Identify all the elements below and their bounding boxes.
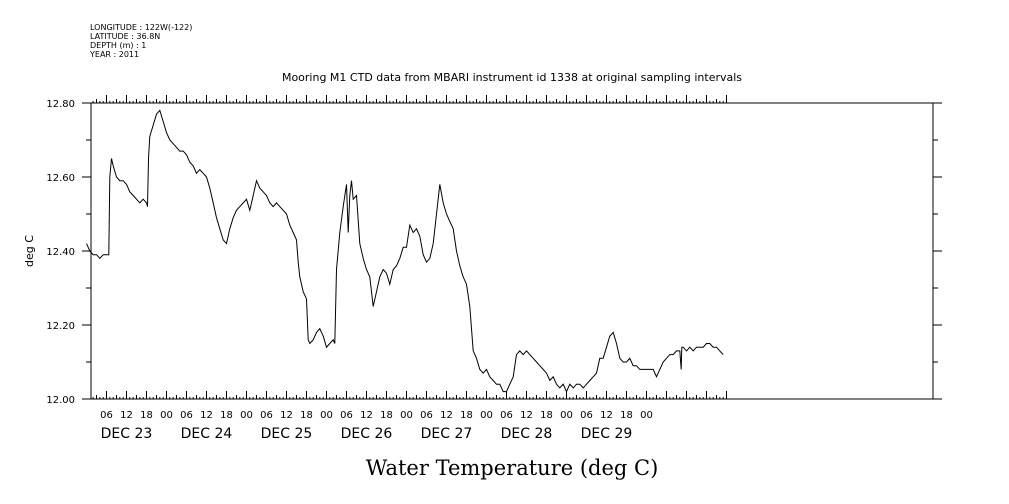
x-tick-label: 18 (300, 410, 313, 421)
x-day-label: DEC 26 (341, 426, 393, 442)
y-tick-label: 12.80 (46, 99, 75, 110)
x-day-label: DEC 29 (581, 426, 633, 442)
x-tick-label: 00 (160, 410, 173, 421)
x-tick-label: 18 (140, 410, 153, 421)
x-tick-label: 18 (460, 410, 473, 421)
x-axis: 06 12 18 00 06 12 18 00 06 12 18 00 06 12 18 00 06 12 18 00… (92, 95, 727, 442)
x-day-label: DEC 25 (261, 426, 313, 442)
x-axis-label: Water Temperature (deg C) (366, 456, 659, 480)
x-tick-label: 12 (440, 410, 453, 421)
x-tick-label: 00 (320, 410, 333, 421)
x-tick-label: 06 (260, 410, 273, 421)
x-tick-label: 06 (580, 410, 593, 421)
x-day-label: DEC 27 (421, 426, 473, 442)
y-tick-label: 12.40 (46, 247, 75, 258)
x-tick-label: 12 (360, 410, 373, 421)
x-tick-label: 00 (240, 410, 253, 421)
x-tick-label: 00 (400, 410, 413, 421)
x-tick-label: 12 (600, 410, 613, 421)
x-tick-label: 06 (420, 410, 433, 421)
plot-frame (90, 102, 934, 400)
x-tick-label: 06 (100, 410, 113, 421)
meta-latitude: LATITUDE : 36.8N (90, 32, 160, 41)
x-tick-label: 12 (280, 410, 293, 421)
y-tick-label: 12.00 (46, 395, 75, 406)
x-tick-label: 18 (380, 410, 393, 421)
x-tick-label: 12 (520, 410, 533, 421)
x-tick-label: 06 (500, 410, 513, 421)
x-tick-label: 00 (560, 410, 573, 421)
y-tick-label: 12.60 (46, 173, 75, 184)
x-tick-label: 00 (480, 410, 493, 421)
x-day-label: DEC 23 (101, 426, 153, 442)
meta-year: YEAR : 2011 (89, 50, 139, 59)
metadata-block: LONGITUDE : 122W(-122) LATITUDE : 36.8N … (89, 23, 192, 59)
meta-depth: DEPTH (m) : 1 (90, 41, 146, 50)
y-tick-label: 12.20 (46, 321, 75, 332)
x-day-label: DEC 28 (501, 426, 553, 442)
series-line-water-temperature (86, 109, 724, 393)
meta-longitude: LONGITUDE : 122W(-122) (90, 23, 192, 32)
x-tick-label: 18 (620, 410, 633, 421)
y-axis: 12.00 12.20 12.40 12.60 12.80 (46, 99, 942, 406)
chart-title: Mooring M1 CTD data from MBARI instrumen… (282, 71, 742, 84)
x-tick-label: 06 (340, 410, 353, 421)
x-tick-label: 00 (640, 410, 653, 421)
x-tick-label: 18 (540, 410, 553, 421)
y-axis-label: deg C (23, 235, 36, 267)
x-tick-label: 18 (220, 410, 233, 421)
x-day-label: DEC 24 (181, 426, 233, 442)
x-tick-label: 12 (120, 410, 133, 421)
x-tick-label: 12 (200, 410, 213, 421)
x-tick-label: 06 (180, 410, 193, 421)
